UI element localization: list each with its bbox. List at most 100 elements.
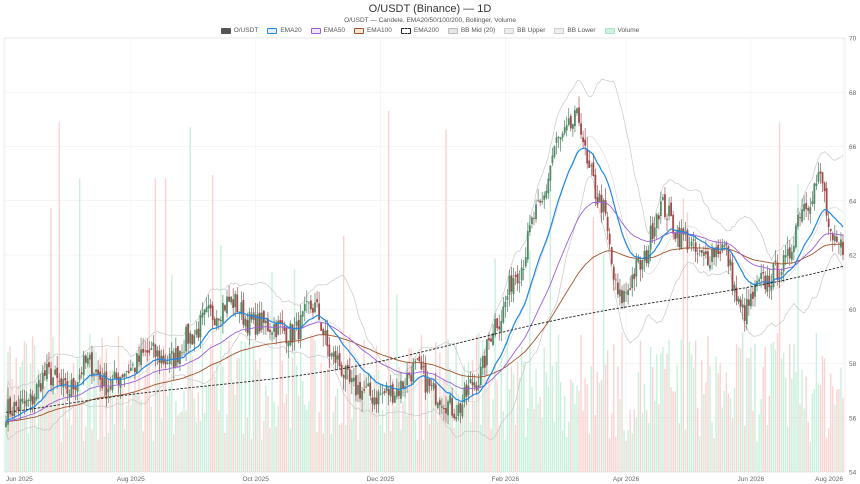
candle-body: [344, 365, 347, 380]
legend-item[interactable]: BB Lower: [554, 27, 596, 34]
volume-bar: [545, 372, 547, 472]
volume-bar: [600, 379, 603, 472]
candle-body: [307, 302, 310, 304]
legend-item[interactable]: Volume: [604, 27, 639, 34]
volume-bar: [774, 349, 777, 472]
candle: [213, 316, 216, 326]
volume-bar: [142, 431, 144, 472]
candle-body: [690, 241, 693, 247]
volume-bar: [126, 405, 128, 472]
volume-bar: [766, 425, 768, 472]
legend-item[interactable]: BB Mid (20): [447, 27, 495, 34]
candle-body: [158, 350, 161, 363]
volume-bar: [351, 418, 353, 472]
legend-item[interactable]: EMA50: [310, 27, 345, 34]
legend-item[interactable]: EMA20: [267, 27, 302, 34]
volume-bar: [320, 363, 322, 472]
legend-item[interactable]: BB Upper: [504, 27, 545, 34]
volume-bar: [664, 369, 666, 472]
volume-bar: [46, 370, 48, 472]
candle-body: [230, 296, 233, 303]
candle: [197, 321, 200, 341]
volume-bar: [148, 288, 150, 472]
candle-body: [144, 350, 147, 352]
candle-body: [189, 333, 192, 344]
volume-bar: [234, 394, 236, 472]
legend-label: EMA200: [413, 27, 439, 34]
volume-bar: [404, 380, 406, 472]
candle: [33, 393, 36, 414]
volume-bar: [719, 363, 721, 472]
candle: [784, 245, 787, 266]
candle-body: [422, 366, 425, 368]
candle: [842, 234, 844, 261]
candle-body: [780, 272, 783, 276]
candle: [811, 191, 814, 207]
candle-body: [590, 165, 593, 167]
candle-body: [37, 379, 40, 388]
candle-body: [733, 284, 736, 291]
candle: [574, 105, 576, 133]
candle-body: [103, 373, 106, 387]
candle-body: [645, 250, 648, 263]
volume-bar: [525, 436, 527, 472]
candle-body: [522, 268, 525, 270]
candle-body: [502, 306, 505, 323]
candle-body: [25, 399, 28, 407]
candle: [786, 236, 789, 264]
candle-body: [109, 387, 112, 389]
candle-body: [35, 384, 38, 400]
volume-bar: [318, 411, 320, 472]
volume-bar: [731, 418, 734, 472]
candle-body: [156, 350, 159, 357]
candle-body: [209, 304, 212, 309]
candle-body: [758, 279, 760, 282]
y-tick-label: 54: [849, 470, 857, 477]
candle: [514, 271, 517, 286]
candle-body: [179, 350, 181, 365]
candle-body: [13, 402, 16, 417]
volume-bar: [101, 337, 103, 472]
candle-body: [639, 260, 642, 270]
candle: [183, 339, 185, 355]
candle-body: [674, 233, 677, 240]
volume-bar: [631, 433, 633, 472]
volume-bar: [304, 404, 306, 472]
legend-item[interactable]: O/USDT: [220, 27, 258, 34]
volume-bar: [394, 406, 396, 472]
candle-body: [293, 328, 296, 341]
volume-bar: [377, 370, 380, 472]
candle: [549, 165, 552, 192]
volume-bar: [414, 419, 416, 472]
candle: [545, 184, 548, 200]
volume-bar: [551, 365, 554, 472]
candle: [743, 297, 746, 332]
volume-bar: [269, 427, 271, 472]
volume-bar: [187, 363, 189, 472]
legend-item[interactable]: EMA100: [353, 27, 392, 34]
candle-body: [672, 214, 675, 234]
candle: [576, 107, 578, 116]
volume-bar: [594, 415, 597, 472]
volume-bar: [592, 217, 595, 472]
candle: [752, 286, 754, 307]
volume-bar: [392, 378, 394, 472]
volume-bar: [568, 421, 570, 472]
candle: [580, 113, 582, 140]
legend-item[interactable]: EMA200: [400, 27, 439, 34]
volume-bar: [754, 343, 756, 472]
ema20-line: [5, 147, 844, 423]
volume-bar: [553, 421, 556, 472]
volume-bar: [72, 363, 75, 472]
candle: [483, 349, 486, 376]
volume-bar: [813, 389, 816, 472]
volume-bar: [109, 370, 112, 472]
candle-body: [385, 386, 388, 391]
volume-bar: [334, 396, 337, 472]
volume-bar: [123, 428, 126, 472]
volume-bar: [778, 122, 781, 472]
volume-bar: [561, 429, 564, 472]
candle-body: [715, 247, 718, 258]
volume-bar: [473, 402, 476, 472]
volume-bar: [609, 438, 611, 472]
